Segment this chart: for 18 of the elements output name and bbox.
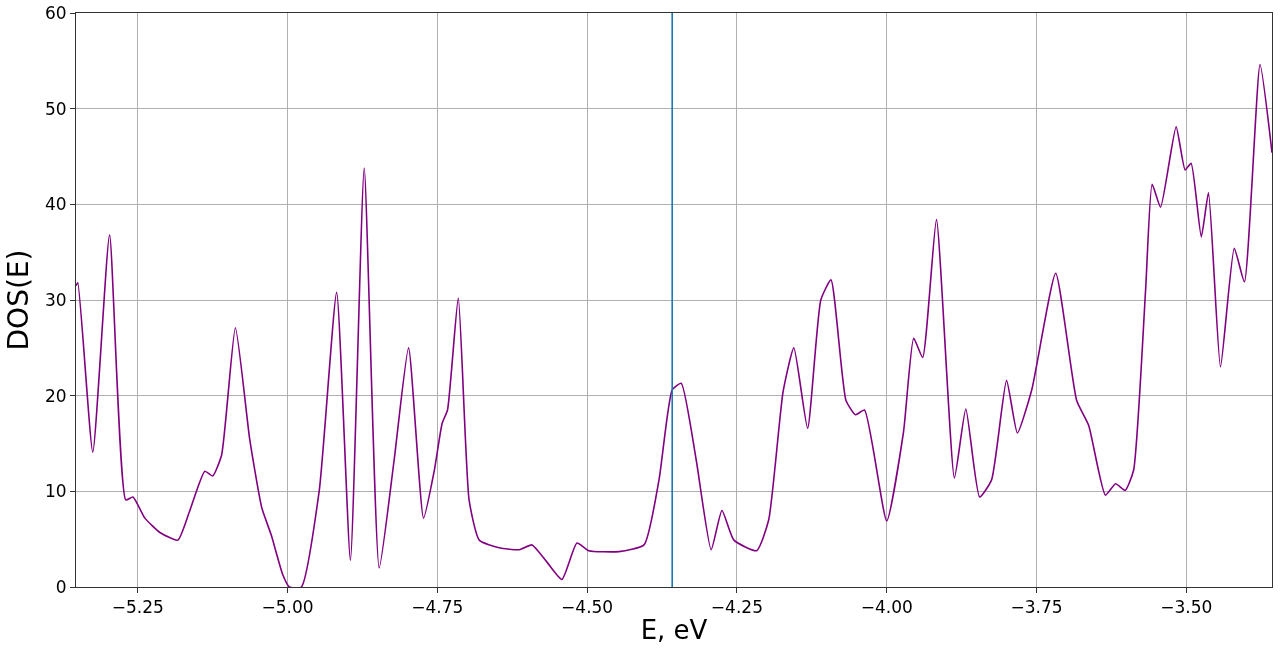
y-tick-label: 60 xyxy=(44,2,67,23)
line-series xyxy=(76,63,1272,587)
x-axis-title: E, eV xyxy=(640,615,708,646)
x-tick-label: −5.00 xyxy=(261,597,314,618)
x-tick-label: −4.25 xyxy=(710,597,763,618)
y-axis-title: DOS(E) xyxy=(1,249,35,351)
x-tick-label: −3.50 xyxy=(1160,597,1213,618)
y-tick-label: 30 xyxy=(44,289,67,310)
y-tick-label: 50 xyxy=(44,98,67,119)
y-tick-label: 10 xyxy=(44,481,67,502)
x-tick-label: −4.50 xyxy=(561,597,614,618)
y-tick-label: 20 xyxy=(44,385,67,406)
x-tick-label: −4.75 xyxy=(411,597,464,618)
y-tick-label: 40 xyxy=(44,194,67,215)
x-tick-label: −4.00 xyxy=(860,597,913,618)
x-tick-label: −3.75 xyxy=(1010,597,1063,618)
y-tick-label: 0 xyxy=(55,576,67,597)
x-tick-label: −5.25 xyxy=(111,597,164,618)
